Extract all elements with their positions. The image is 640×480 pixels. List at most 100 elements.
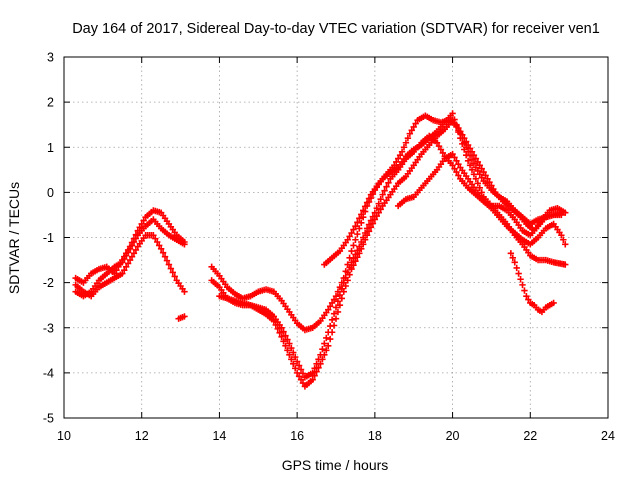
data-point-marker (128, 242, 136, 249)
data-point-marker (181, 313, 188, 320)
data-point-marker (361, 203, 369, 210)
data-point-marker (453, 121, 460, 128)
data-point-marker (309, 376, 316, 383)
data-point-marker (321, 340, 328, 347)
data-point-marker (461, 135, 468, 142)
data-point-marker (391, 162, 398, 169)
data-point-marker (157, 245, 165, 252)
data-point-marker (342, 282, 349, 290)
data-point-marker (311, 372, 318, 379)
data-point-marker (126, 256, 134, 264)
data-point-marker (130, 250, 138, 257)
data-point-marker (350, 242, 357, 249)
x-tick-label: 16 (290, 429, 304, 443)
data-point-marker (124, 248, 132, 256)
series-track-i (394, 150, 569, 248)
data-point-marker (140, 217, 147, 224)
data-point-marker (404, 135, 412, 142)
data-point-marker (523, 292, 530, 300)
data-point-marker (385, 179, 392, 186)
data-point-marker (171, 273, 178, 280)
data-point-marker (313, 368, 320, 375)
data-point-marker (560, 236, 567, 243)
data-point-marker (181, 241, 188, 248)
data-point-marker (393, 158, 400, 166)
data-point-marker (332, 292, 340, 300)
data-point-marker (138, 220, 145, 228)
series-track-h (321, 112, 569, 268)
data-point-marker (478, 174, 485, 181)
data-point-marker (284, 336, 291, 343)
data-point-marker (367, 224, 375, 231)
data-point-marker (290, 360, 297, 368)
data-point-marker (476, 162, 483, 169)
data-point-marker (334, 288, 342, 295)
data-point-marker (293, 358, 301, 365)
data-point-marker (482, 172, 489, 179)
data-point-marker (350, 261, 357, 269)
data-point-marker (433, 139, 441, 146)
data-point-marker (455, 172, 462, 179)
x-tick-label: 12 (135, 429, 149, 443)
data-point-marker (455, 160, 462, 168)
data-point-marker (562, 261, 569, 268)
data-point-marker (276, 329, 283, 337)
data-point-marker (122, 263, 130, 271)
data-point-marker (453, 157, 460, 164)
data-point-marker (562, 241, 569, 248)
y-tick-label: 0 (47, 186, 54, 200)
data-point-marker (336, 291, 344, 299)
data-point-marker (334, 308, 342, 316)
data-point-marker (517, 276, 524, 283)
data-point-marker (332, 304, 340, 311)
data-point-marker (472, 175, 480, 183)
data-point-marker (297, 376, 305, 383)
x-tick-label: 14 (212, 429, 226, 443)
data-point-marker (354, 219, 361, 226)
data-point-marker (468, 148, 476, 155)
data-point-marker (328, 329, 336, 336)
data-point-marker (274, 325, 281, 333)
data-point-marker (136, 224, 143, 231)
data-point-marker (480, 168, 487, 176)
data-point-marker (360, 241, 367, 248)
data-point-marker (154, 238, 161, 246)
data-point-marker (371, 216, 379, 223)
data-point-marker (130, 238, 138, 246)
data-point-marker (356, 250, 363, 257)
data-point-marker (369, 220, 377, 227)
data-point-marker (163, 257, 171, 264)
data-point-marker (325, 306, 332, 313)
data-point-marker (328, 299, 336, 307)
data-point-marker (437, 146, 445, 153)
data-point-marker (338, 295, 346, 302)
data-point-marker (459, 131, 466, 139)
data-point-marker (167, 265, 175, 272)
data-point-marker (132, 246, 140, 254)
data-point-marker (453, 168, 460, 176)
data-point-marker (350, 226, 357, 233)
data-point-marker (161, 253, 169, 260)
data-point-marker (280, 328, 287, 335)
data-point-marker (344, 277, 351, 284)
data-point-marker (315, 364, 322, 371)
data-point-marker (323, 347, 330, 354)
data-point-marker (511, 259, 518, 266)
data-point-marker (278, 324, 285, 331)
data-point-marker (406, 130, 414, 137)
data-points (72, 110, 569, 390)
data-point-marker (360, 207, 367, 214)
data-point-marker (293, 369, 301, 377)
data-point-marker (515, 270, 522, 277)
y-tick-label: 3 (47, 51, 54, 65)
data-point-marker (558, 232, 565, 239)
data-point-marker (352, 236, 359, 243)
x-tick-label: 10 (57, 429, 71, 443)
data-point-marker (282, 342, 289, 349)
data-point-marker (449, 150, 456, 158)
data-point-marker (290, 349, 297, 356)
data-point-marker (550, 299, 557, 307)
y-tick-label: -1 (43, 231, 54, 245)
data-point-marker (449, 110, 456, 117)
